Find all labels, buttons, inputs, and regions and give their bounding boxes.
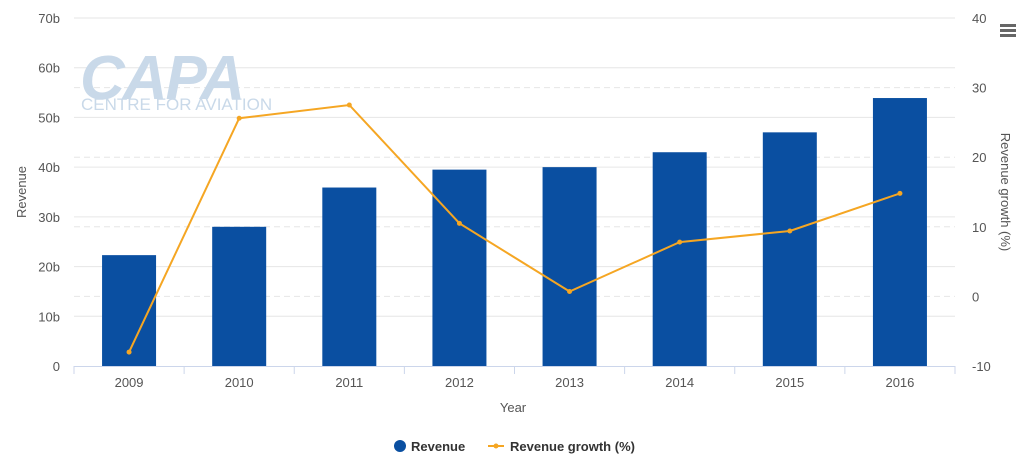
y2-tick-label: 40 — [972, 11, 986, 26]
x-axis-ticks: 2009 2010 2011 2012 2013 2014 2015 2016 — [73, 366, 956, 390]
hamburger-menu-icon[interactable] — [1000, 24, 1016, 38]
revenue-bar — [652, 152, 707, 366]
revenue-bars — [102, 98, 927, 366]
legend-growth-marker — [493, 443, 499, 449]
growth-point — [677, 239, 683, 245]
x-tick-label: 2015 — [775, 375, 804, 390]
y-tick-label: 30b — [38, 210, 60, 225]
x-tick-label: 2011 — [335, 375, 363, 390]
x-tick-label: 2009 — [115, 375, 144, 390]
growth-point — [126, 349, 132, 355]
growth-point — [456, 220, 462, 226]
y2-tick-label: 30 — [972, 81, 986, 96]
y-tick-label: 0 — [53, 359, 60, 374]
growth-line — [126, 102, 903, 355]
revenue-bar — [542, 167, 597, 366]
y2-tick-label: 0 — [972, 289, 979, 304]
y-tick-label: 70b — [38, 11, 60, 26]
legend-item-growth[interactable]: Revenue growth (%) — [488, 439, 635, 454]
y2-tick-label: 10 — [972, 220, 986, 235]
growth-point — [897, 190, 903, 196]
legend-item-revenue[interactable]: Revenue — [394, 439, 465, 454]
x-tick-label: 2012 — [445, 375, 474, 390]
legend-revenue-marker — [394, 440, 406, 452]
x-tick-label: 2013 — [555, 375, 584, 390]
y-tick-label: 50b — [38, 110, 60, 125]
y-tick-label: 40b — [38, 160, 60, 175]
revenue-bar — [762, 132, 817, 366]
watermark-brand: CAPA — [80, 44, 243, 113]
revenue-bar — [872, 98, 927, 366]
x-tick-label: 2016 — [885, 375, 914, 390]
legend-growth-label: Revenue growth (%) — [510, 439, 635, 454]
y2-axis-title: Revenue growth (%) — [998, 133, 1013, 252]
y-tick-label: 60b — [38, 61, 60, 76]
x-tick-label: 2010 — [225, 375, 254, 390]
growth-line-path — [128, 103, 901, 353]
y2-tick-label: 20 — [972, 150, 986, 165]
legend: Revenue Revenue growth (%) — [394, 439, 635, 454]
growth-point — [787, 228, 793, 234]
watermark-subtitle: CENTRE FOR AVIATION — [81, 95, 272, 114]
legend-revenue-label: Revenue — [411, 439, 465, 454]
x-axis-title: Year — [500, 400, 527, 415]
revenue-bar — [322, 187, 377, 366]
x-tick-label: 2014 — [665, 375, 694, 390]
right-axis-ticks: -10 0 10 20 30 40 — [972, 11, 991, 374]
y2-tick-label: -10 — [972, 359, 991, 374]
growth-point — [346, 102, 352, 108]
capa-watermark: CAPA CENTRE FOR AVIATION — [80, 44, 272, 114]
y-axis-title: Revenue — [14, 166, 29, 218]
y-tick-label: 20b — [38, 260, 60, 275]
growth-point — [567, 289, 573, 295]
revenue-bar — [102, 255, 157, 366]
revenue-bar — [212, 226, 267, 366]
revenue-bar — [432, 169, 487, 366]
y-tick-label: 10b — [38, 309, 60, 324]
growth-point — [236, 115, 242, 121]
left-axis-ticks: 0 10b 20b 30b 40b 50b 60b 70b — [38, 11, 60, 374]
